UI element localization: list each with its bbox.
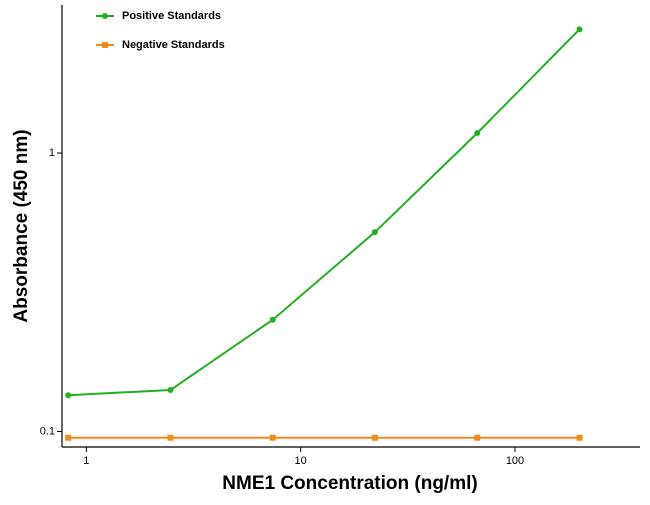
x-tick-label: 1 (83, 455, 89, 467)
marker (474, 434, 481, 441)
marker (474, 130, 481, 137)
series-line (68, 28, 581, 397)
marker (269, 434, 276, 441)
marker (167, 386, 174, 393)
marker (371, 434, 378, 441)
marker (269, 316, 276, 323)
legend-label: Negative Standards (122, 39, 225, 51)
marker (576, 434, 583, 441)
y-tick-label: 0.1 (40, 425, 55, 437)
marker (167, 434, 174, 441)
y-axis-title: Absorbance (450 nm) (11, 129, 32, 322)
marker (371, 229, 378, 236)
legend-marker (102, 13, 108, 19)
x-axis-title: NME1 Concentration (ng/ml) (222, 473, 477, 494)
x-tick-label: 100 (506, 455, 524, 467)
x-tick-label: 10 (295, 455, 307, 467)
legend-marker (102, 42, 108, 48)
marker (65, 392, 72, 399)
marker (65, 434, 72, 441)
marker (576, 26, 583, 33)
legend-label: Positive Standards (122, 10, 221, 22)
y-tick-label: 1 (49, 147, 55, 159)
